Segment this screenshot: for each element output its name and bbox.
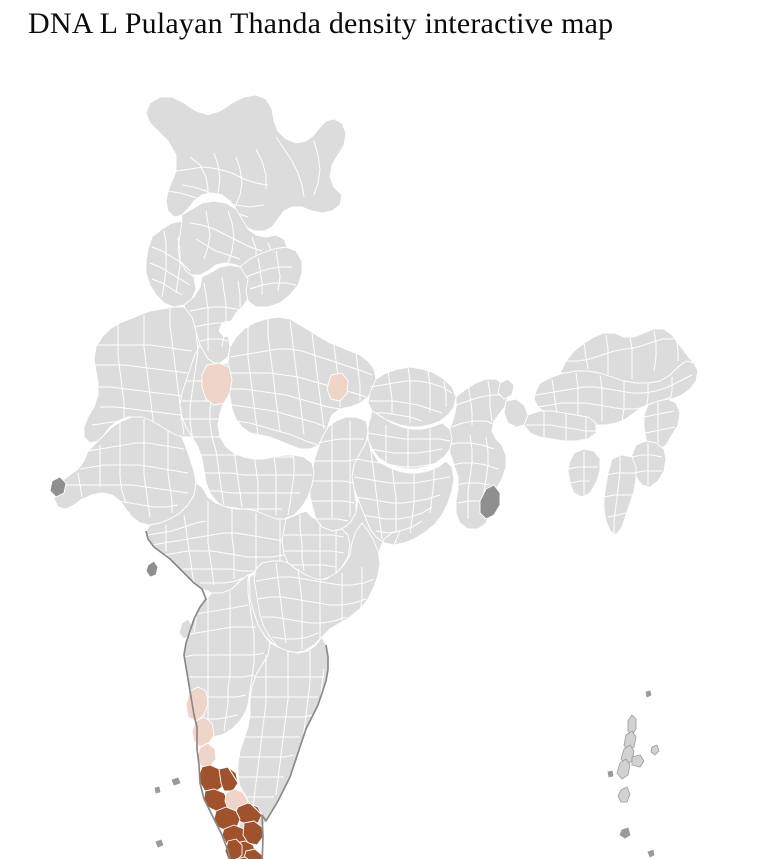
- districts-jammu-kashmir: [167, 136, 321, 218]
- districts-tripura: [567, 451, 598, 495]
- highlight-mp-district[interactable]: [201, 362, 233, 406]
- kutch-dark-patch: [49, 476, 67, 498]
- mumbai-dark-patch: [145, 560, 159, 578]
- districts-bihar: [369, 366, 453, 423]
- island-north-andaman[interactable]: [627, 714, 637, 736]
- district-delhi[interactable]: [218, 320, 235, 338]
- state-arunachal-pradesh[interactable]: [559, 328, 695, 384]
- highlight-up-district[interactable]: [326, 372, 349, 402]
- districts-chhattisgarh: [310, 421, 364, 522]
- state-jharkhand[interactable]: [367, 410, 453, 470]
- india-map-canvas[interactable]: [0, 45, 776, 859]
- state-uttarakhand[interactable]: [239, 246, 303, 308]
- island-nicobar-small-1[interactable]: [607, 770, 614, 778]
- island-middle-andaman[interactable]: [623, 730, 637, 752]
- page-title: DNA L Pulayan Thanda density interactive…: [28, 7, 614, 40]
- country-border-layer: [145, 530, 329, 859]
- districts-nagaland: [643, 401, 676, 443]
- district-kasaragod[interactable]: [196, 742, 217, 768]
- states-layer[interactable]: [49, 94, 699, 859]
- state-jammu-kashmir-ladakh[interactable]: [145, 94, 347, 232]
- districts-mizoram: [603, 457, 636, 533]
- sundarbans-dark-patch: [479, 484, 501, 520]
- island-nicobar-mid[interactable]: [619, 827, 631, 839]
- districts-meghalaya: [526, 411, 596, 441]
- districts-karnataka: [183, 579, 265, 735]
- state-sikkim[interactable]: [497, 378, 515, 400]
- districts-manipur: [631, 443, 663, 485]
- districts-gujarat: [62, 419, 189, 518]
- island-lakshadweep-1[interactable]: [154, 786, 161, 794]
- districts-punjab: [149, 230, 191, 298]
- island-andaman-spur[interactable]: [631, 754, 645, 768]
- districts-tamil-nadu: [238, 651, 325, 832]
- island-barren[interactable]: [650, 744, 660, 756]
- districts-telangana: [284, 515, 345, 577]
- districts-arunachal: [566, 330, 679, 379]
- island-car-nicobar[interactable]: [617, 786, 631, 803]
- state-uttar-pradesh[interactable]: [227, 316, 377, 450]
- district-wayanad[interactable]: [218, 766, 239, 792]
- districts-jharkhand: [367, 425, 451, 469]
- island-lakshadweep-2[interactable]: [171, 777, 181, 786]
- state-andhra-pradesh-body[interactable]: [253, 522, 381, 654]
- india-choropleth-svg[interactable]: [0, 45, 776, 859]
- districts-uttarakhand: [245, 250, 297, 295]
- state-manipur[interactable]: [631, 440, 667, 488]
- district-idukki[interactable]: [242, 820, 264, 846]
- districts-andhra-pradesh: [255, 562, 375, 649]
- india-border-south: [145, 530, 329, 859]
- islands-layer[interactable]: [154, 690, 660, 859]
- siliguri-corridor: [503, 398, 529, 428]
- district-pathanamthitta[interactable]: [243, 848, 263, 859]
- districts-uttar-pradesh: [229, 319, 373, 446]
- state-meghalaya[interactable]: [523, 410, 597, 442]
- island-lakshadweep-3[interactable]: [155, 839, 164, 848]
- state-punjab[interactable]: [145, 220, 197, 308]
- island-narcondam[interactable]: [645, 690, 652, 698]
- island-little-andaman[interactable]: [616, 758, 631, 780]
- island-nicobar-small-3[interactable]: [647, 849, 655, 858]
